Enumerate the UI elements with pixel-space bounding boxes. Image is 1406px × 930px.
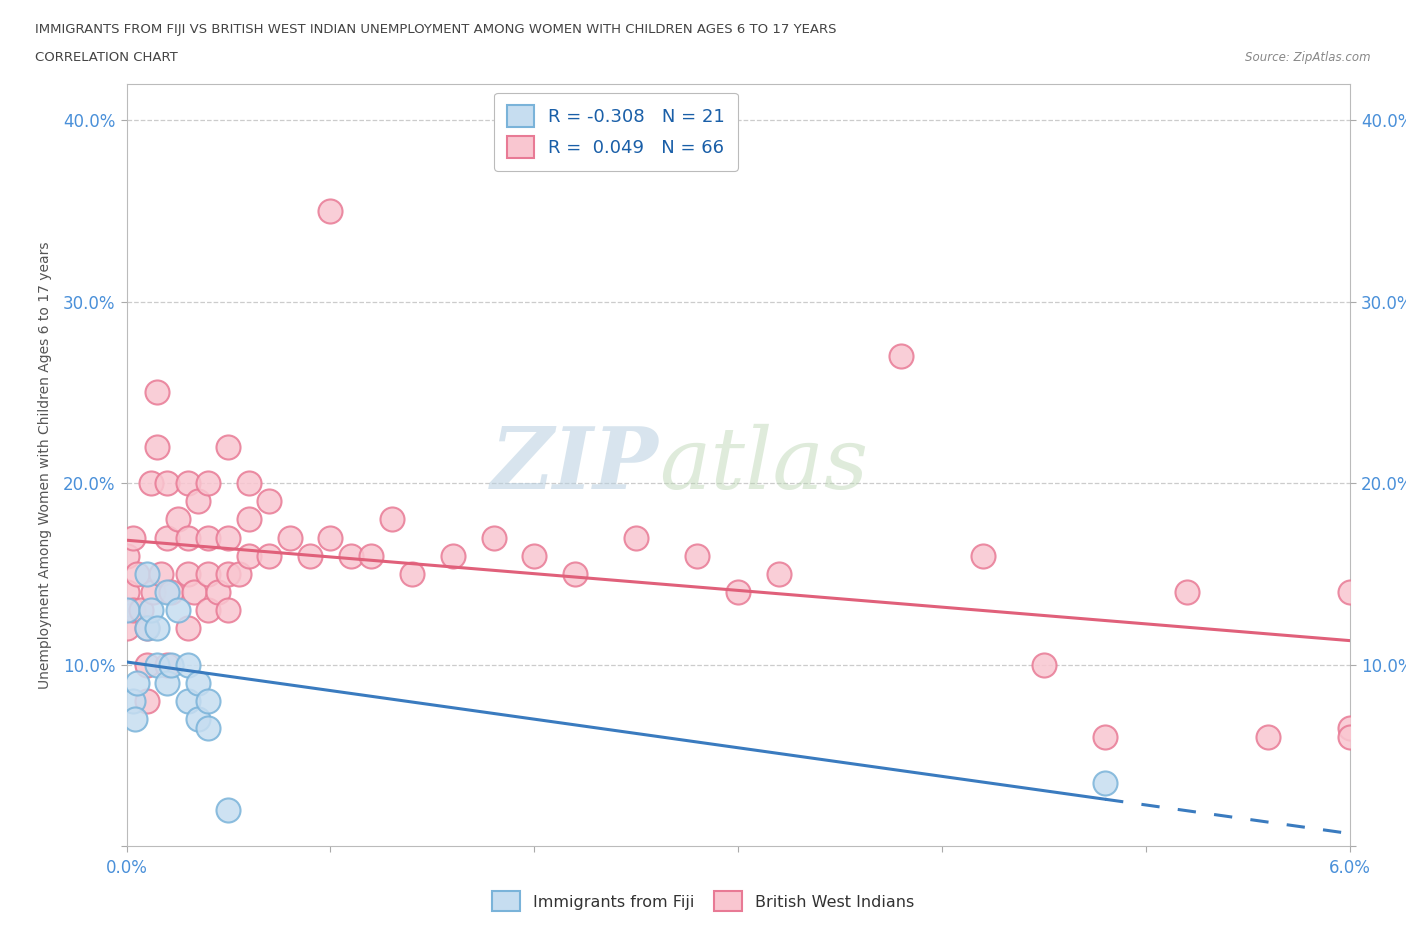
Text: Source: ZipAtlas.com: Source: ZipAtlas.com	[1246, 51, 1371, 64]
Point	[1339, 730, 1361, 745]
Point	[121, 530, 143, 545]
Point	[1094, 776, 1116, 790]
Point	[218, 566, 240, 581]
Point	[207, 585, 229, 600]
Point	[156, 658, 179, 672]
Point	[115, 585, 138, 600]
Point	[238, 549, 260, 564]
Point	[626, 530, 648, 545]
Point	[1339, 585, 1361, 600]
Point	[150, 566, 173, 581]
Point	[187, 494, 209, 509]
Point	[135, 658, 157, 672]
Point	[380, 512, 404, 527]
Point	[135, 694, 157, 709]
Point	[146, 658, 169, 672]
Point	[197, 530, 219, 545]
Point	[1175, 585, 1198, 600]
Text: ZIP: ZIP	[491, 423, 658, 507]
Point	[135, 621, 157, 636]
Point	[177, 621, 200, 636]
Point	[160, 658, 183, 672]
Point	[177, 476, 200, 491]
Point	[972, 549, 994, 564]
Point	[218, 530, 240, 545]
Point	[156, 585, 179, 600]
Point	[166, 512, 188, 527]
Point	[177, 566, 200, 581]
Point	[197, 476, 219, 491]
Point	[183, 585, 205, 600]
Point	[482, 530, 505, 545]
Point	[218, 439, 240, 454]
Point	[135, 566, 157, 581]
Point	[135, 621, 157, 636]
Point	[523, 549, 546, 564]
Point	[228, 566, 250, 581]
Legend: Immigrants from Fiji, British West Indians: Immigrants from Fiji, British West India…	[485, 885, 921, 917]
Point	[686, 549, 709, 564]
Text: CORRELATION CHART: CORRELATION CHART	[35, 51, 179, 64]
Point	[238, 476, 260, 491]
Point	[360, 549, 382, 564]
Point	[319, 530, 342, 545]
Legend: R = -0.308   N = 21, R =  0.049   N = 66: R = -0.308 N = 21, R = 0.049 N = 66	[494, 93, 738, 171]
Point	[197, 694, 219, 709]
Point	[139, 476, 162, 491]
Point	[768, 566, 790, 581]
Point	[177, 694, 200, 709]
Point	[177, 658, 200, 672]
Point	[121, 603, 143, 618]
Text: atlas: atlas	[658, 424, 868, 506]
Point	[1339, 721, 1361, 736]
Point	[160, 585, 183, 600]
Point	[125, 675, 148, 690]
Point	[218, 603, 240, 618]
Point	[1033, 658, 1056, 672]
Point	[139, 603, 162, 618]
Point	[340, 549, 363, 564]
Point	[238, 512, 260, 527]
Point	[401, 566, 423, 581]
Point	[177, 530, 200, 545]
Point	[259, 549, 281, 564]
Point	[121, 694, 143, 709]
Y-axis label: Unemployment Among Women with Children Ages 6 to 17 years: Unemployment Among Women with Children A…	[38, 241, 52, 689]
Point	[124, 711, 146, 726]
Point	[259, 494, 281, 509]
Point	[187, 675, 209, 690]
Point	[115, 621, 138, 636]
Point	[129, 603, 152, 618]
Point	[156, 675, 179, 690]
Point	[197, 603, 219, 618]
Point	[146, 621, 169, 636]
Point	[146, 439, 169, 454]
Point	[197, 721, 219, 736]
Point	[278, 530, 301, 545]
Point	[115, 603, 138, 618]
Point	[890, 349, 912, 364]
Point	[1257, 730, 1279, 745]
Text: IMMIGRANTS FROM FIJI VS BRITISH WEST INDIAN UNEMPLOYMENT AMONG WOMEN WITH CHILDR: IMMIGRANTS FROM FIJI VS BRITISH WEST IND…	[35, 23, 837, 36]
Point	[142, 585, 165, 600]
Point	[156, 476, 179, 491]
Point	[319, 204, 342, 219]
Point	[299, 549, 322, 564]
Point	[187, 711, 209, 726]
Point	[197, 566, 219, 581]
Point	[727, 585, 749, 600]
Point	[166, 603, 188, 618]
Point	[146, 385, 169, 400]
Point	[115, 549, 138, 564]
Point	[441, 549, 464, 564]
Point	[125, 566, 148, 581]
Point	[218, 803, 240, 817]
Point	[1094, 730, 1116, 745]
Point	[156, 530, 179, 545]
Point	[564, 566, 586, 581]
